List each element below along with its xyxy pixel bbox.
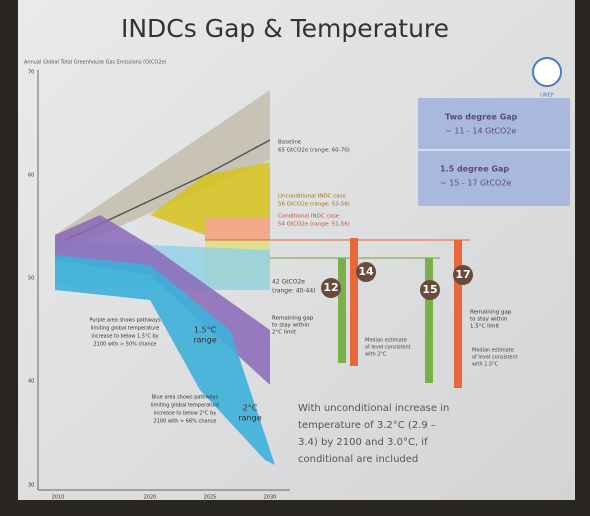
annotation-line: Baseline	[278, 140, 302, 146]
annotation-line: to stay within	[272, 323, 310, 329]
annotation-line: Unconditional INDC case	[278, 194, 346, 200]
slide-photo: INDCs Gap & Temperature Annual Global To…	[0, 0, 590, 512]
annotation-line: 2100 with > 66% chance	[154, 419, 217, 425]
annotation-line: 1.5°C limit	[470, 324, 500, 330]
axis-title: Annual Global Total Greenhouse Gas Emiss…	[24, 60, 167, 66]
annotation-line: range	[238, 414, 261, 423]
y-tick: 50	[28, 276, 34, 282]
annotation-line: of level consistent	[472, 355, 518, 361]
annotation-line: Median estimate	[365, 338, 407, 344]
annotation-line: 1.5°C	[194, 326, 217, 335]
annotation-line: 2°C	[243, 404, 258, 413]
annotation-line: 2°C limit	[272, 330, 297, 336]
annotation-line: range	[193, 336, 216, 345]
annotation-line: Remaining gap	[272, 316, 314, 322]
logo: UNEP	[540, 93, 554, 99]
annotation-line: temperature of 3.2°C (2.9 –	[298, 420, 436, 431]
annotation-line: (range: 40-44)	[272, 288, 316, 295]
y-tick: 70	[28, 70, 34, 76]
annotation-line: 2100 with > 50% chance	[94, 342, 157, 348]
gap-bar	[425, 258, 433, 383]
gap-title: 1.5 degree Gap	[440, 165, 509, 174]
title: INDCs Gap & Temperature	[121, 14, 449, 43]
annotation-line: 56 GtCO2e (range: 53-58)	[278, 202, 350, 208]
page: INDCs Gap & Temperature Annual Global To…	[0, 0, 590, 512]
annotation-line: limiting global temperature	[151, 403, 220, 409]
x-tick: 2025	[204, 495, 217, 501]
gap-title: Two degree Gap	[445, 113, 518, 122]
logo-icon	[533, 58, 561, 86]
badge-label: 15	[422, 283, 437, 296]
annotation-line: 54 GtCO2e (range: 51-56)	[278, 222, 350, 228]
annotation-line: Remaining gap	[470, 310, 512, 316]
annotation-line: with 1.5°C	[472, 362, 499, 368]
annotation-line: 65 GtCO2e (range: 60-70)	[278, 148, 350, 154]
x-tick: 2020	[144, 495, 157, 501]
annotation-line: With unconditional increase in	[298, 403, 449, 414]
annotation-line: Conditional INDC case	[278, 214, 340, 220]
annotation-line: conditional are included	[298, 454, 418, 465]
gap-value: ~ 11 - 14 GtCO2e	[445, 127, 516, 136]
annotation-line: Purple area shows pathways	[89, 318, 161, 324]
x-tick: 2030	[264, 495, 277, 501]
badge-label: 14	[358, 265, 374, 278]
x-tick: 2010	[52, 495, 65, 501]
gap-bar	[338, 258, 346, 363]
annotation-line: of level consistent	[365, 345, 411, 351]
annotation-line: 42 GtCO2e	[272, 279, 305, 286]
y-tick: 60	[28, 173, 34, 179]
y-tick: 40	[28, 379, 34, 385]
gap-bar	[350, 238, 358, 366]
annotation-line: Median estimate	[472, 348, 514, 354]
conditional-area	[205, 218, 270, 240]
badge-label: 12	[323, 281, 338, 294]
badge-label: 17	[455, 268, 470, 281]
gap-bar	[454, 240, 462, 388]
annotation-line: with 2°C	[365, 352, 387, 358]
y-tick: 30	[28, 483, 34, 489]
annotation-line: to stay within	[470, 317, 508, 323]
annotation-line: limiting global temperature	[91, 326, 160, 332]
annotation-line: increase to below 1.5°C by	[91, 334, 158, 340]
gap-value: ~ 15 - 17 GtCO2e	[440, 179, 511, 188]
annotation-line: Blue area shows pathways	[152, 395, 219, 401]
annotation-line: increase to below 2°C by	[154, 411, 217, 417]
annotation-line: 3.4) by 2100 and 3.0°C, if	[298, 437, 428, 448]
